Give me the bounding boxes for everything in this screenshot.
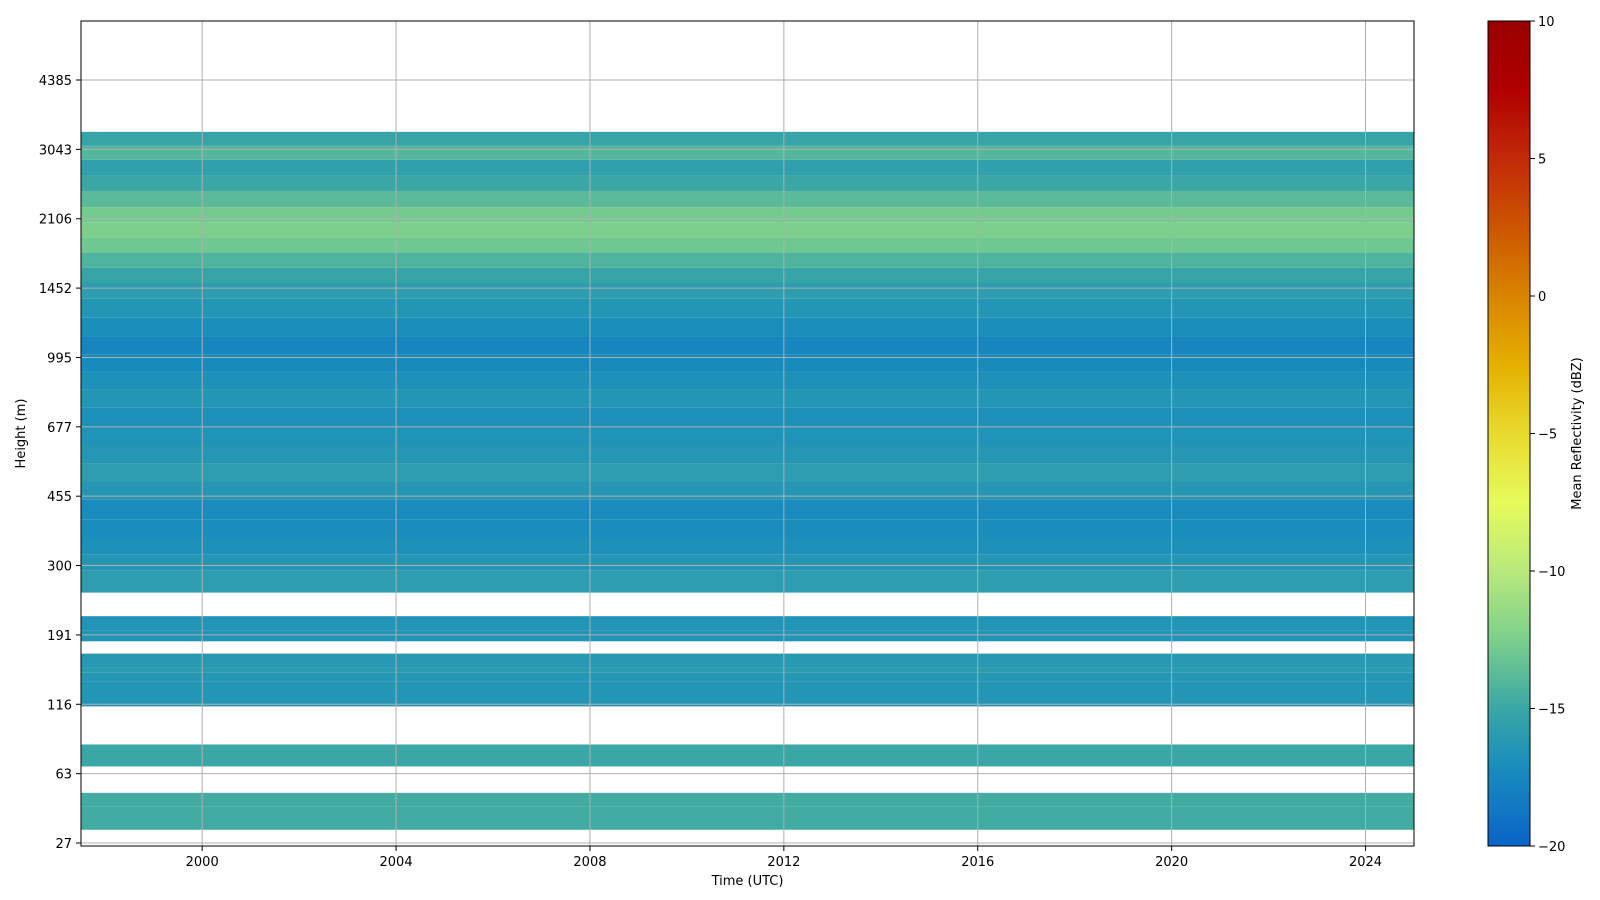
y-axis-label: Height (m)	[14, 399, 29, 469]
colorbar-tick-label: 10	[1538, 15, 1555, 30]
heatmap-row	[81, 537, 1414, 555]
heatmap-row	[81, 222, 1414, 238]
heatmap-row	[81, 792, 1414, 807]
heatmap-rows	[81, 131, 1414, 830]
heatmap-row	[81, 667, 1414, 673]
x-tick-label: 2000	[186, 855, 219, 870]
heatmap-row	[81, 653, 1414, 668]
y-tick-label: 677	[47, 421, 72, 436]
heatmap-row	[81, 616, 1414, 631]
x-axis-ticks: 2000 2004 2008 2012 2016 2020 2024	[186, 846, 1382, 870]
colorbar-tick-label: −15	[1538, 703, 1565, 718]
heatmap-row	[81, 175, 1414, 191]
heatmap-row	[81, 570, 1414, 593]
colorbar-tick-label: −10	[1538, 565, 1565, 580]
x-tick-label: 2016	[961, 855, 994, 870]
y-tick-label: 4385	[39, 74, 72, 89]
colorbar-label: Mean Reflectivity (dBZ)	[1570, 357, 1585, 510]
heatmap-row	[81, 145, 1414, 160]
y-tick-label: 191	[47, 629, 72, 644]
heatmap-row	[81, 267, 1414, 283]
heatmap-row	[81, 237, 1414, 253]
heatmap-row	[81, 463, 1414, 482]
heatmap-row	[81, 630, 1414, 642]
x-tick-label: 2024	[1349, 855, 1382, 870]
heatmap-row	[81, 389, 1414, 408]
y-tick-label: 300	[47, 560, 72, 575]
heatmap-row	[81, 426, 1414, 446]
heatmap-row	[81, 499, 1414, 520]
heatmap-row	[81, 689, 1414, 707]
x-tick-label: 2004	[380, 855, 413, 870]
heatmap-row	[81, 806, 1414, 830]
heatmap-row	[81, 159, 1414, 176]
heatmap-row	[81, 317, 1414, 337]
grid-lines-overlay	[81, 21, 1414, 846]
heatmap-row	[81, 445, 1414, 464]
heatmap-row	[81, 252, 1414, 268]
y-tick-label: 27	[55, 837, 72, 852]
colorbar	[1488, 21, 1530, 846]
heatmap-row	[81, 407, 1414, 427]
colorbar-tick-label: 5	[1538, 153, 1546, 168]
heatmap-row	[81, 672, 1414, 682]
y-tick-label: 2106	[39, 213, 72, 228]
heatmap-row	[81, 190, 1414, 208]
colorbar-tick-label: −5	[1538, 428, 1557, 443]
heatmap-row	[81, 371, 1414, 390]
plot-frame	[80, 20, 1415, 847]
y-tick-label: 995	[47, 351, 72, 366]
y-tick-label: 1452	[39, 282, 72, 297]
heatmap-row	[81, 554, 1414, 571]
heatmap-row	[81, 298, 1414, 318]
y-tick-label: 63	[55, 768, 72, 783]
heatmap-row	[81, 481, 1414, 500]
heatmap-row	[81, 131, 1414, 146]
y-tick-label: 3043	[39, 143, 72, 158]
x-tick-label: 2008	[573, 855, 606, 870]
x-tick-label: 2012	[767, 855, 800, 870]
heatmap-row	[81, 207, 1414, 223]
y-axis-ticks: 27 63 116 191 300 455 677 995 1452 2106 3043 4385	[39, 74, 81, 852]
heatmap-row	[81, 282, 1414, 299]
heatmap-row	[81, 744, 1414, 767]
y-tick-label: 116	[47, 698, 72, 713]
colorbar-tick-label: −20	[1538, 840, 1565, 855]
y-tick-label: 455	[47, 490, 72, 505]
heatmap-row	[81, 336, 1414, 355]
colorbar-ticks: −20 −15 −10 −5 0 5 10	[1530, 15, 1565, 855]
x-axis-label: Time (UTC)	[711, 874, 784, 889]
x-tick-label: 2020	[1155, 855, 1188, 870]
heatmap-row	[81, 681, 1414, 690]
colorbar-tick-label: 0	[1538, 290, 1546, 305]
heatmap-row	[81, 354, 1414, 372]
heatmap-row	[81, 519, 1414, 538]
